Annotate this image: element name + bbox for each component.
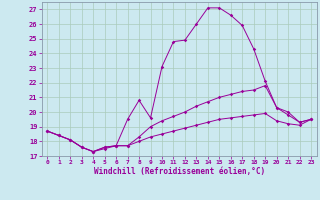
X-axis label: Windchill (Refroidissement éolien,°C): Windchill (Refroidissement éolien,°C) — [94, 167, 265, 176]
